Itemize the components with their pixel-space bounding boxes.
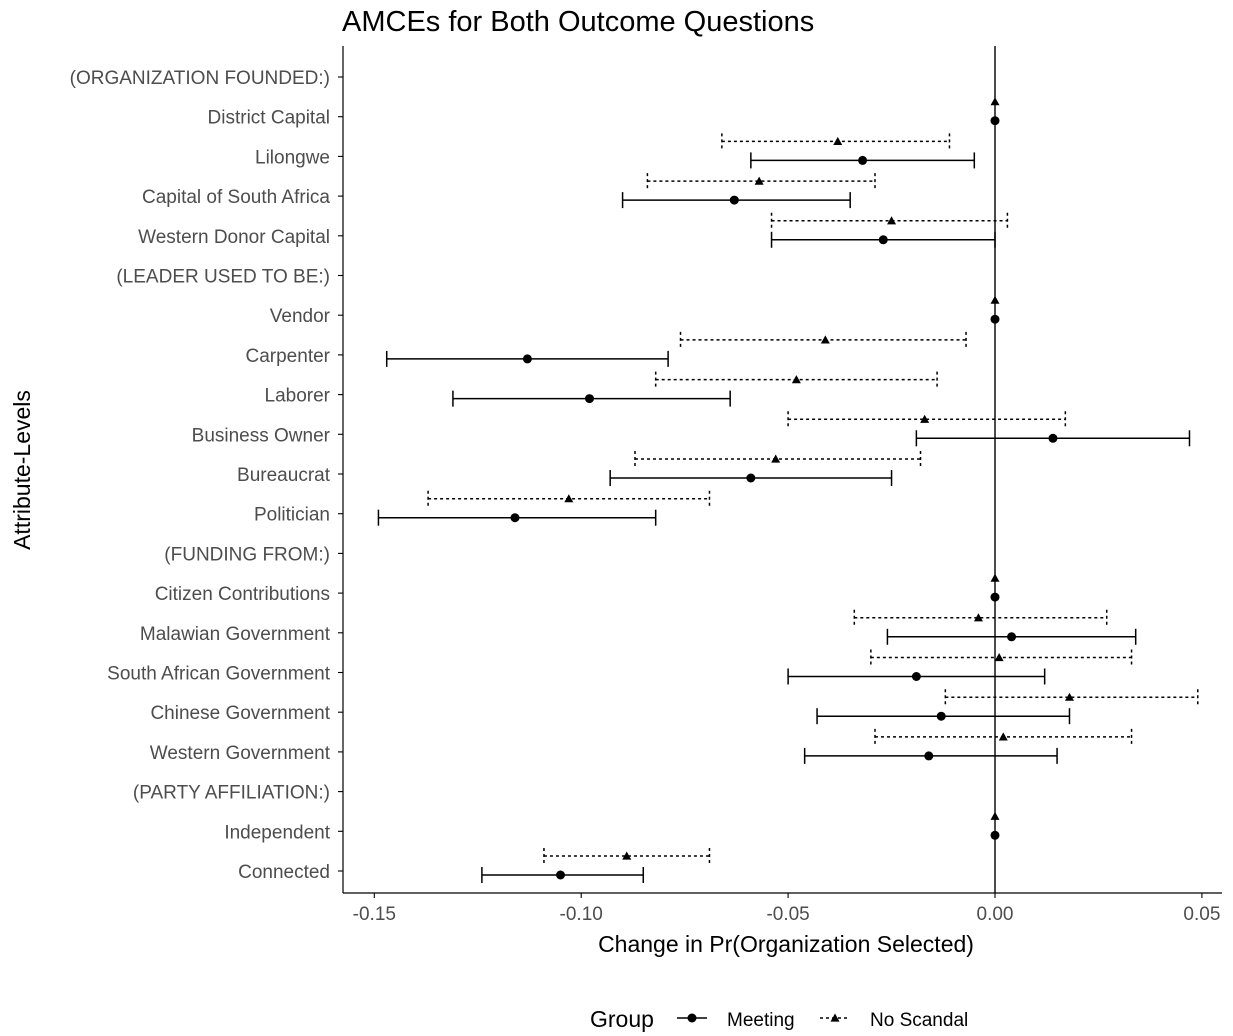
data-point	[754, 176, 764, 185]
y-tick-label: Carpenter	[246, 346, 331, 367]
y-tick-label: (FUNDING FROM:)	[164, 544, 330, 565]
data-point	[564, 494, 574, 503]
x-tick-label: -0.05	[766, 904, 809, 925]
data-point	[791, 375, 801, 384]
y-tick-label: Malawian Government	[140, 624, 331, 645]
data-point	[510, 513, 520, 523]
data-point	[833, 136, 843, 145]
data-point	[990, 314, 1000, 324]
legend-key-marker	[830, 1013, 840, 1022]
data-point	[729, 195, 739, 205]
x-tick-label: -0.10	[560, 904, 603, 925]
data-point	[622, 851, 632, 860]
data-point	[878, 235, 888, 245]
y-axis: (ORGANIZATION FOUNDED:) District Capital L…	[70, 68, 343, 883]
y-tick-label: Lilongwe	[255, 147, 330, 168]
data-point	[936, 711, 946, 721]
y-tick-label: Laborer	[265, 386, 331, 407]
y-tick-label: South African Government	[107, 664, 331, 685]
data-point	[522, 354, 532, 364]
data-point	[858, 155, 868, 165]
x-tick-label: 0.05	[1183, 904, 1220, 925]
y-tick-label: Chinese Government	[150, 703, 330, 724]
x-axis-title: Change in Pr(Organization Selected)	[598, 931, 974, 957]
y-tick-label: (PARTY AFFILIATION:)	[133, 783, 330, 804]
y-tick-label: Western Donor Capital	[138, 227, 330, 248]
plot-marks	[377, 46, 1199, 893]
data-point	[973, 613, 983, 622]
data-point	[746, 473, 756, 483]
data-point	[990, 97, 1000, 106]
data-point	[911, 672, 921, 681]
data-point	[990, 592, 1000, 602]
y-tick-label: Capital of South Africa	[142, 187, 330, 208]
data-point	[584, 394, 594, 404]
data-point	[994, 653, 1004, 662]
y-tick-label: (ORGANIZATION FOUNDED:)	[70, 68, 330, 89]
legend-title: Group	[590, 1006, 654, 1032]
data-point	[771, 454, 781, 463]
legend: Group Meeting No Scandal	[590, 1006, 968, 1032]
y-tick-label: Connected	[238, 862, 330, 883]
legend-key-marker	[687, 1013, 697, 1023]
data-point	[920, 414, 930, 423]
legend-label: Meeting	[727, 1010, 795, 1031]
x-tick-label: -0.15	[353, 904, 396, 925]
data-point	[990, 116, 1000, 126]
data-point	[1048, 433, 1058, 443]
data-point	[924, 751, 934, 761]
y-tick-label: Vendor	[270, 306, 331, 327]
y-tick-label: Bureaucrat	[237, 465, 331, 486]
data-point	[998, 732, 1008, 741]
x-tick-label: 0.00	[977, 904, 1014, 925]
data-point	[556, 870, 566, 880]
y-tick-label: District Capital	[208, 108, 330, 129]
data-point	[990, 295, 1000, 304]
y-tick-label: Politician	[254, 505, 330, 526]
data-point	[820, 335, 830, 344]
y-tick-label: Business Owner	[192, 425, 331, 446]
data-point	[1064, 692, 1074, 701]
y-axis-title: Attribute-Levels	[9, 390, 35, 550]
data-point	[990, 573, 1000, 582]
data-point	[1007, 632, 1017, 642]
y-tick-label: Independent	[224, 822, 330, 843]
legend-label: No Scandal	[870, 1010, 968, 1031]
data-point	[887, 216, 897, 225]
data-point	[990, 811, 1000, 820]
x-axis: -0.15 -0.10 -0.05 0.00 0.05	[353, 893, 1220, 925]
data-point	[990, 830, 1000, 840]
chart-title: AMCEs for Both Outcome Questions	[342, 6, 814, 38]
y-tick-label: (LEADER USED TO BE:)	[116, 267, 330, 288]
y-tick-label: Western Government	[150, 743, 331, 764]
y-tick-label: Citizen Contributions	[155, 584, 330, 605]
